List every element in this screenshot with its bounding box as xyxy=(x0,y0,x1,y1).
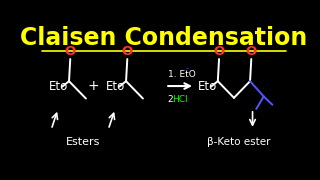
Text: Esters: Esters xyxy=(66,137,100,147)
Text: 1. EtO: 1. EtO xyxy=(168,70,196,79)
Text: HCl: HCl xyxy=(172,95,188,104)
Text: Eto: Eto xyxy=(49,80,68,93)
Text: ⁻: ⁻ xyxy=(185,66,189,75)
Text: O: O xyxy=(246,45,257,58)
Text: Eto: Eto xyxy=(197,80,217,93)
Text: Claisen Condensation: Claisen Condensation xyxy=(20,26,308,50)
Text: O: O xyxy=(213,45,225,58)
Text: O: O xyxy=(122,45,133,58)
Text: β-Keto ester: β-Keto ester xyxy=(207,137,270,147)
Text: Eto: Eto xyxy=(106,80,125,93)
Text: 2.: 2. xyxy=(168,95,176,104)
Text: O: O xyxy=(65,45,76,58)
Text: +: + xyxy=(87,79,99,93)
